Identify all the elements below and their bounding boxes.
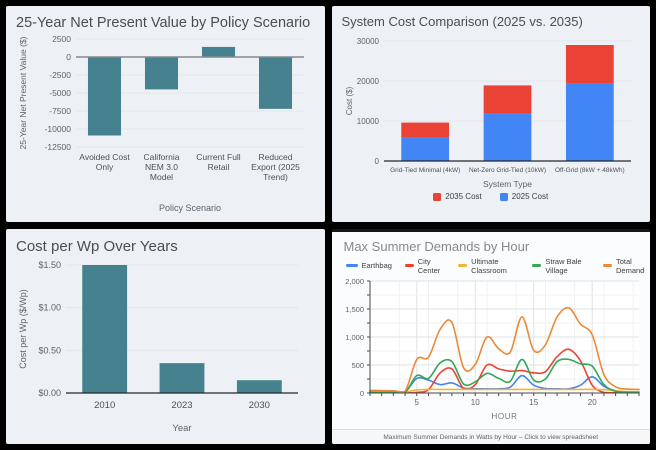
summer-demand-panel: Max Summer Demands by Hour Earthbag City … — [331, 228, 651, 444]
svg-text:Policy Scenario: Policy Scenario — [159, 203, 221, 213]
svg-text:Retail: Retail — [208, 162, 230, 172]
svg-text:2010: 2010 — [94, 400, 115, 411]
svg-text:Trend): Trend) — [263, 172, 288, 182]
spreadsheet-link-label: Maximum Summer Demands in Watts by Hour … — [383, 433, 599, 441]
system-cost-title: System Cost Comparison (2025 vs. 2035) — [341, 14, 583, 29]
summer-demand-line-chart[interactable]: 0 500 1,000 1,500 2,000 5 10 15 20 HOUR — [332, 277, 649, 423]
svg-text:-2500: -2500 — [49, 70, 71, 80]
system-cost-legend: 2035 Cost 2025 Cost — [340, 192, 643, 201]
legend-swatch-icon — [345, 264, 358, 267]
svg-text:-12500: -12500 — [45, 142, 72, 152]
svg-text:2023: 2023 — [171, 400, 192, 411]
svg-text:Year: Year — [172, 423, 191, 434]
svg-text:500: 500 — [351, 361, 364, 370]
svg-text:Reduced: Reduced — [258, 152, 292, 162]
legend-item: 2025 Cost — [499, 192, 549, 201]
legend-label: 2035 Cost — [445, 192, 482, 201]
svg-text:0: 0 — [66, 52, 71, 62]
svg-text:-7500: -7500 — [49, 106, 71, 116]
summer-demand-legend: Earthbag City Center Ultimate Classroom Str… — [345, 256, 651, 275]
svg-text:Off-Grid (8kW + 48kWh): Off-Grid (8kW + 48kWh) — [554, 167, 624, 174]
svg-text:15: 15 — [529, 398, 538, 407]
svg-text:0: 0 — [359, 389, 363, 398]
svg-text:$0.50: $0.50 — [38, 345, 61, 355]
legend-item: City Center — [404, 256, 445, 275]
svg-text:Model: Model — [150, 172, 173, 182]
svg-text:2030: 2030 — [249, 400, 270, 411]
legend-swatch-icon — [433, 192, 442, 201]
summer-demand-title: Max Summer Demands by Hour — [343, 238, 530, 254]
legend-label: 2025 Cost — [511, 192, 549, 201]
svg-text:Net-Zero Grid-Tied (10kW): Net-Zero Grid-Tied (10kW) — [468, 167, 545, 174]
legend-label: Earthbag — [361, 261, 392, 270]
legend-label: Ultimate Classroom — [471, 256, 507, 275]
spreadsheet-link[interactable]: Maximum Summer Demands in Watts by Hour … — [331, 429, 650, 444]
legend-swatch-icon — [458, 264, 468, 267]
legend-label: City Center — [417, 256, 441, 275]
npv-chart-panel: 25-Year Net Present Value by Policy Scen… — [6, 6, 325, 222]
svg-text:Cost per Wp ($/Wp): Cost per Wp ($/Wp) — [18, 289, 28, 369]
legend-item: Earthbag — [345, 261, 392, 270]
svg-text:California: California — [144, 152, 180, 162]
svg-text:Grid-Tied Minimal (4kW): Grid-Tied Minimal (4kW) — [390, 167, 460, 174]
svg-text:20000: 20000 — [356, 77, 379, 86]
svg-text:Avoided Cost: Avoided Cost — [79, 152, 130, 162]
system-cost-panel: System Cost Comparison (2025 vs. 2035) 0… — [331, 6, 650, 222]
legend-label: Straw Bale Village — [545, 256, 582, 275]
legend-swatch-icon — [532, 264, 542, 267]
svg-text:30000: 30000 — [356, 37, 379, 46]
svg-text:Current Full: Current Full — [196, 152, 241, 162]
svg-text:0: 0 — [374, 157, 379, 166]
cost-per-wp-bar-chart[interactable]: $0.00 $0.50 $1.00 $1.50 2010 2023 2030 Year Cost… — [14, 257, 312, 435]
legend-swatch-icon — [603, 264, 612, 267]
svg-text:20: 20 — [587, 398, 596, 407]
svg-text:25-Year Net Present Value ($): 25-Year Net Present Value ($) — [18, 36, 28, 149]
system-cost-stacked-chart[interactable]: 0 10000 20000 30000 Grid-Tied Minimal (4kW) N… — [340, 33, 643, 191]
npv-chart-title: 25-Year Net Present Value by Policy Scen… — [16, 15, 311, 31]
svg-text:1,000: 1,000 — [345, 333, 364, 342]
cost-per-wp-title: Cost per Wp Over Years — [16, 237, 178, 255]
svg-text:Cost ($): Cost ($) — [345, 86, 354, 115]
svg-text:5: 5 — [414, 398, 419, 407]
svg-text:-5000: -5000 — [49, 88, 71, 98]
svg-text:-10000: -10000 — [45, 124, 72, 134]
legend-swatch-icon — [404, 264, 414, 267]
npv-bar-chart[interactable]: 2500 0 -2500 -5000 -7500 -10000 -12500 Avoided … — [14, 33, 312, 215]
svg-text:$0.00: $0.00 — [38, 388, 61, 398]
svg-text:2,000: 2,000 — [345, 277, 364, 286]
svg-text:Export (2025: Export (2025 — [251, 162, 300, 172]
legend-item: Straw Bale Village — [532, 257, 590, 275]
svg-text:10000: 10000 — [356, 117, 379, 126]
svg-text:System Type: System Type — [483, 179, 532, 189]
svg-text:$1.50: $1.50 — [38, 260, 61, 270]
svg-text:NEM 3.0: NEM 3.0 — [145, 162, 178, 172]
svg-text:2500: 2500 — [52, 34, 71, 44]
svg-text:1,500: 1,500 — [345, 305, 364, 314]
legend-label: Total Demand — [615, 256, 645, 275]
legend-item: Total Demand — [603, 257, 650, 275]
svg-text:Only: Only — [96, 162, 114, 172]
svg-text:$1.00: $1.00 — [38, 302, 61, 312]
legend-swatch-icon — [499, 192, 508, 201]
svg-text:HOUR: HOUR — [491, 412, 517, 421]
cost-per-wp-panel: Cost per Wp Over Years $0.00 $0.50 $1.00 $1… — [6, 228, 325, 444]
legend-item: Ultimate Classroom — [458, 257, 519, 275]
legend-item: 2035 Cost — [433, 192, 482, 201]
svg-text:10: 10 — [470, 398, 479, 407]
